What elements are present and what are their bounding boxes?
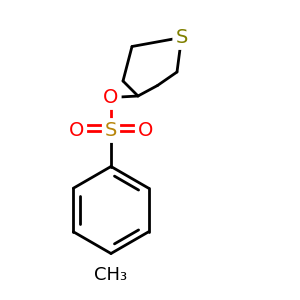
- Text: CH₃: CH₃: [94, 266, 128, 284]
- Text: S: S: [105, 121, 117, 140]
- Text: S: S: [175, 28, 188, 47]
- Text: O: O: [103, 88, 119, 107]
- Text: O: O: [138, 121, 153, 140]
- Text: O: O: [69, 121, 84, 140]
